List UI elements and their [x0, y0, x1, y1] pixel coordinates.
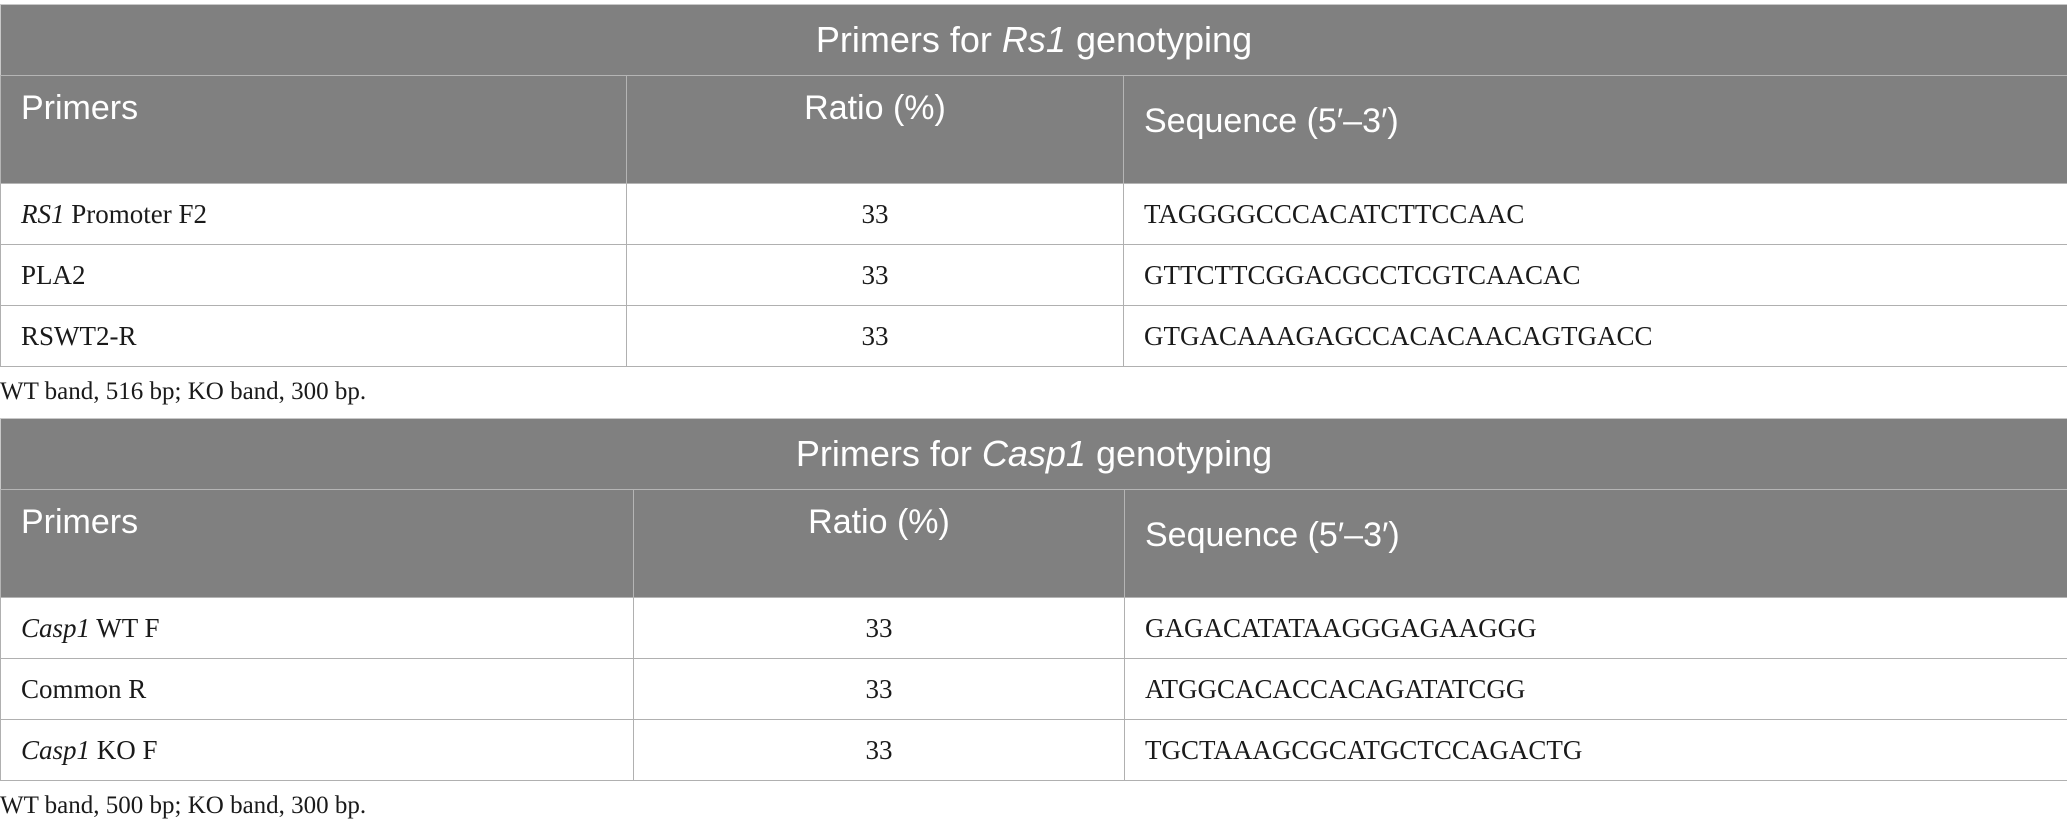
- ratio-cell: 33: [627, 184, 1124, 245]
- primer-cell: RS1 Promoter F2: [1, 184, 627, 245]
- sequence-cell: TAGGGGCCCACATCTTCCAAC: [1124, 184, 2067, 245]
- table-row: RS1 Promoter F2 33 TAGGGGCCCACATCTTCCAAC: [1, 184, 2067, 245]
- title-prefix: Primers for: [816, 19, 1002, 60]
- primer-gene: RS1: [21, 199, 65, 229]
- table-row: Common R 33 ATGGCACACCACAGATATCGG: [1, 659, 2067, 720]
- primer-name: Common R: [21, 674, 146, 704]
- sequence-cell: ATGGCACACCACAGATATCGG: [1125, 659, 2067, 720]
- header-sequence: Sequence (5′–3′): [1125, 490, 2067, 598]
- title-gene: Rs1: [1002, 19, 1066, 60]
- primer-name: KO F: [90, 735, 158, 765]
- table-title: Primers for Rs1 genotyping: [1, 5, 2067, 76]
- ratio-cell: 33: [634, 659, 1125, 720]
- title-gene: Casp1: [982, 433, 1086, 474]
- ratio-cell: 33: [627, 245, 1124, 306]
- sequence-cell: GAGACATATAAGGGAGAAGGG: [1125, 598, 2067, 659]
- casp1-primers-table-block: Primers for Casp1 genotyping Primers Rat…: [0, 418, 2067, 821]
- primer-cell: Casp1 WT F: [1, 598, 634, 659]
- table-row: PLA2 33 GTTCTTCGGACGCCTCGTCAACAC: [1, 245, 2067, 306]
- header-primers: Primers: [1, 76, 627, 184]
- title-suffix: genotyping: [1086, 433, 1272, 474]
- table-header-row: Primers Ratio (%) Sequence (5′–3′): [1, 490, 2067, 598]
- primer-name: WT F: [90, 613, 160, 643]
- ratio-cell: 33: [634, 598, 1125, 659]
- title-suffix: genotyping: [1066, 19, 1252, 60]
- sequence-cell: GTTCTTCGGACGCCTCGTCAACAC: [1124, 245, 2067, 306]
- primer-name: RSWT2-R: [21, 321, 137, 351]
- table-header-row: Primers Ratio (%) Sequence (5′–3′): [1, 76, 2067, 184]
- casp1-primers-table: Primers for Casp1 genotyping Primers Rat…: [0, 418, 2067, 781]
- header-primers: Primers: [1, 490, 634, 598]
- primer-cell: PLA2: [1, 245, 627, 306]
- table-row: Casp1 KO F 33 TGCTAAAGCGCATGCTCCAGACTG: [1, 720, 2067, 781]
- ratio-cell: 33: [627, 306, 1124, 367]
- primer-name: PLA2: [21, 260, 86, 290]
- primer-name: Promoter F2: [65, 199, 208, 229]
- primer-gene: Casp1: [21, 613, 90, 643]
- primer-cell: Common R: [1, 659, 634, 720]
- primer-gene: Casp1: [21, 735, 90, 765]
- primer-cell: Casp1 KO F: [1, 720, 634, 781]
- header-ratio: Ratio (%): [627, 76, 1124, 184]
- title-prefix: Primers for: [796, 433, 982, 474]
- header-ratio: Ratio (%): [634, 490, 1125, 598]
- sequence-cell: TGCTAAAGCGCATGCTCCAGACTG: [1125, 720, 2067, 781]
- sequence-cell: GTGACAAAGAGCCACACAACAGTGACC: [1124, 306, 2067, 367]
- rs1-primers-table-block: Primers for Rs1 genotyping Primers Ratio…: [0, 4, 2067, 407]
- rs1-primers-table: Primers for Rs1 genotyping Primers Ratio…: [0, 4, 2067, 367]
- table-row: Casp1 WT F 33 GAGACATATAAGGGAGAAGGG: [1, 598, 2067, 659]
- ratio-cell: 33: [634, 720, 1125, 781]
- primer-cell: RSWT2-R: [1, 306, 627, 367]
- table-title: Primers for Casp1 genotyping: [1, 419, 2067, 490]
- header-sequence: Sequence (5′–3′): [1124, 76, 2067, 184]
- table-row: RSWT2-R 33 GTGACAAAGAGCCACACAACAGTGACC: [1, 306, 2067, 367]
- table-title-row: Primers for Rs1 genotyping: [1, 5, 2067, 76]
- table-footnote: WT band, 516 bp; KO band, 300 bp.: [0, 377, 2067, 407]
- table-title-row: Primers for Casp1 genotyping: [1, 419, 2067, 490]
- table-footnote: WT band, 500 bp; KO band, 300 bp.: [0, 791, 2067, 821]
